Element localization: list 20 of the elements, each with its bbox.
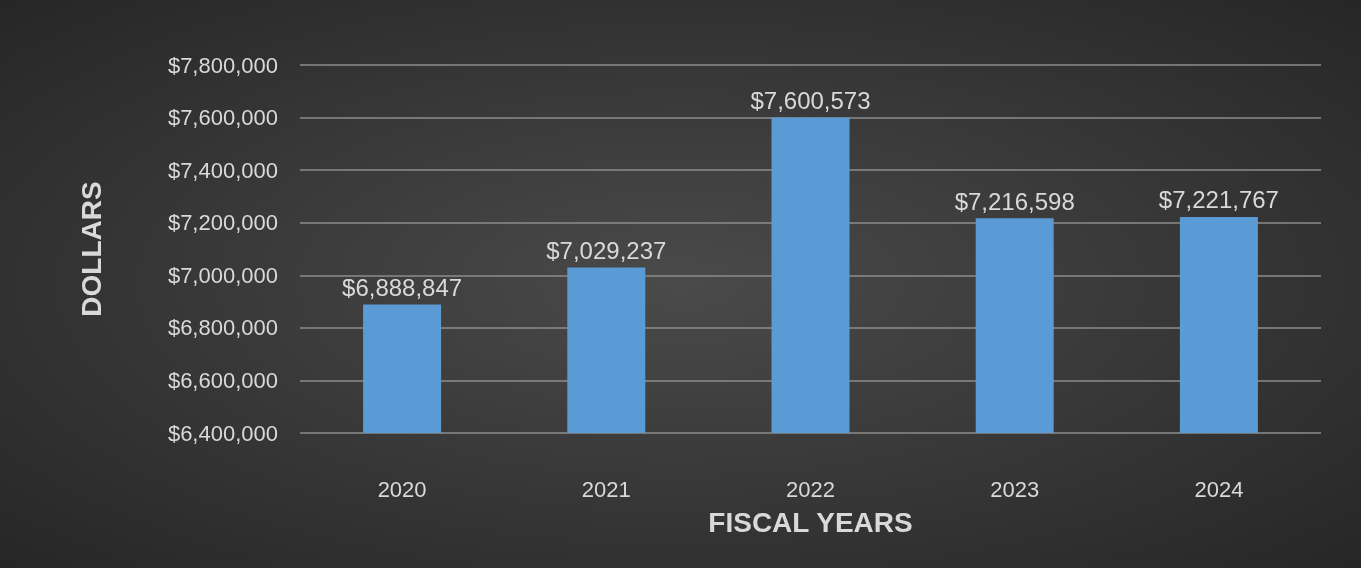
y-tick-label: $6,400,000 <box>167 420 278 446</box>
y-tick-label: $7,000,000 <box>167 262 278 288</box>
x-tick-label: 2024 <box>1194 476 1244 502</box>
y-tick-label: $7,400,000 <box>167 157 278 183</box>
data-label: $7,221,767 <box>1158 186 1279 214</box>
x-tick-label: 2021 <box>581 476 631 502</box>
x-tick-label: 2020 <box>377 476 427 502</box>
x-tick-label: 2023 <box>990 476 1040 502</box>
data-label: $6,888,847 <box>342 274 463 301</box>
y-tick-label: $7,600,000 <box>167 105 278 131</box>
data-label: $7,216,598 <box>954 187 1075 215</box>
y-axis-title: DOLLARS <box>75 181 107 317</box>
y-tick-label: $6,800,000 <box>167 315 278 341</box>
y-tick-label: $7,200,000 <box>167 210 278 236</box>
y-tick-label: $6,600,000 <box>167 367 278 393</box>
x-axis-title: FISCAL YEARS <box>708 506 913 538</box>
y-tick-label: $7,800,000 <box>167 52 278 78</box>
x-tick-label: 2022 <box>786 476 835 502</box>
data-label: $7,600,573 <box>750 86 871 114</box>
data-label: $7,029,237 <box>546 237 667 265</box>
